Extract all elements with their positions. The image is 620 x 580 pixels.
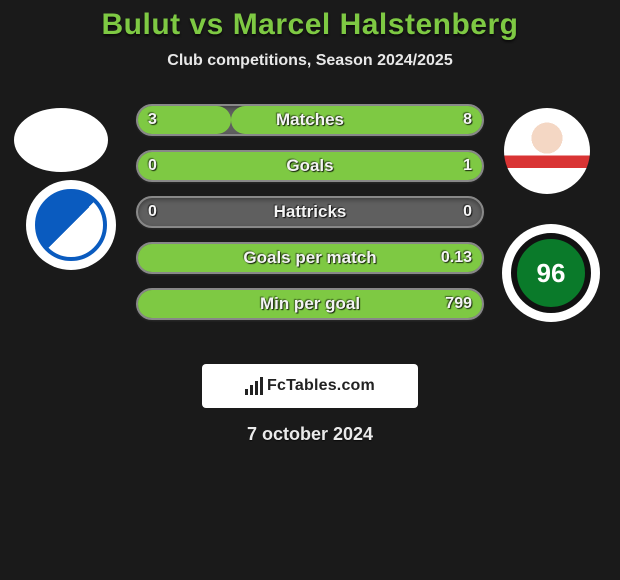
player-photo-right bbox=[504, 108, 590, 194]
stat-label: Goals bbox=[138, 152, 482, 180]
stat-label: Goals per match bbox=[138, 244, 482, 272]
stat-row: 00Hattricks bbox=[136, 196, 484, 228]
fctables-logo[interactable]: FcTables.com bbox=[202, 364, 418, 408]
hannover-logo-icon: 96 bbox=[511, 233, 591, 313]
bars-icon bbox=[245, 377, 263, 395]
date-text: 7 october 2024 bbox=[0, 424, 620, 445]
subtitle: Club competitions, Season 2024/2025 bbox=[0, 52, 620, 70]
logo-text: FcTables.com bbox=[267, 377, 375, 395]
stat-row: 01Goals bbox=[136, 150, 484, 182]
stat-label: Matches bbox=[138, 106, 482, 134]
club-badge-left bbox=[26, 180, 116, 270]
club-badge-right: 96 bbox=[502, 224, 600, 322]
main-area: 96 38Matches 01Goals 00Hattricks 0.13Goals … bbox=[0, 100, 620, 360]
stat-row: 799Min per goal bbox=[136, 288, 484, 320]
stat-row: 0.13Goals per match bbox=[136, 242, 484, 274]
page-title: Bulut vs Marcel Halstenberg bbox=[0, 8, 620, 42]
stat-bars: 38Matches 01Goals 00Hattricks 0.13Goals per… bbox=[136, 104, 484, 334]
stat-row: 38Matches bbox=[136, 104, 484, 136]
comparison-card: Bulut vs Marcel Halstenberg Club competi… bbox=[0, 0, 620, 445]
schalke-logo-icon bbox=[35, 189, 107, 261]
stat-label: Hattricks bbox=[138, 198, 482, 226]
stat-label: Min per goal bbox=[138, 290, 482, 318]
player-photo-left bbox=[14, 108, 108, 172]
